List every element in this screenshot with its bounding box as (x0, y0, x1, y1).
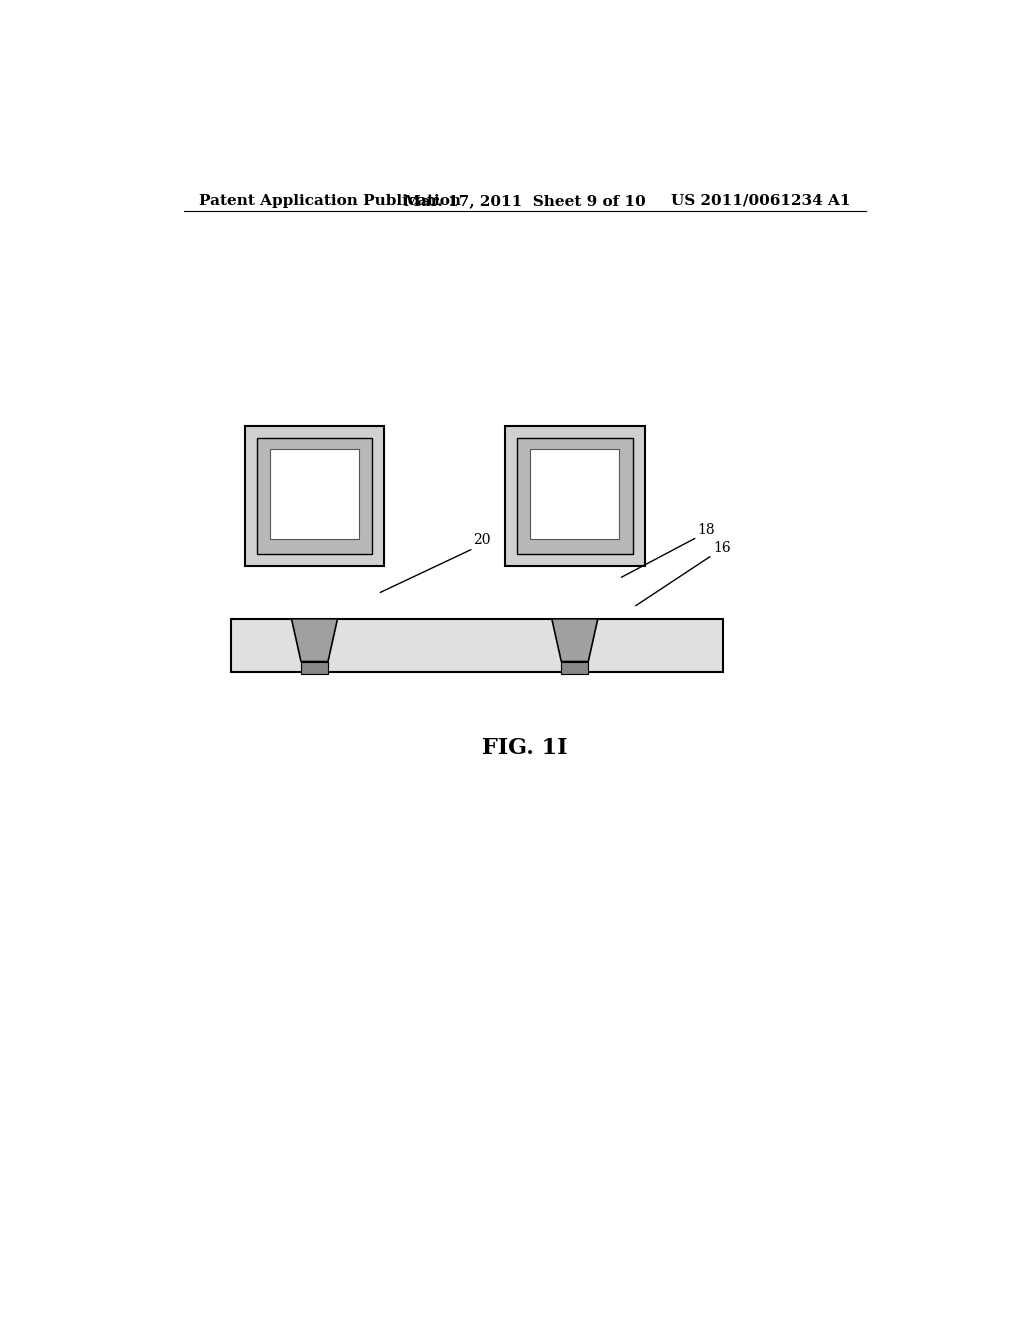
Polygon shape (292, 619, 338, 661)
Bar (530, 449, 620, 539)
Text: Patent Application Publication: Patent Application Publication (200, 194, 462, 209)
Text: FIG. 1I: FIG. 1I (482, 737, 567, 759)
Polygon shape (552, 619, 598, 661)
Text: 16: 16 (713, 541, 730, 554)
Text: Mar. 17, 2011  Sheet 9 of 10: Mar. 17, 2011 Sheet 9 of 10 (403, 194, 646, 209)
Text: 20: 20 (473, 533, 490, 546)
Bar (505, 426, 645, 566)
Bar (270, 449, 359, 539)
Bar (517, 438, 633, 554)
Bar (561, 661, 588, 673)
Text: 18: 18 (697, 523, 716, 536)
Bar (257, 438, 373, 554)
Bar (231, 619, 723, 672)
Bar (245, 426, 384, 566)
Text: US 2011/0061234 A1: US 2011/0061234 A1 (671, 194, 850, 209)
Bar (301, 661, 328, 673)
